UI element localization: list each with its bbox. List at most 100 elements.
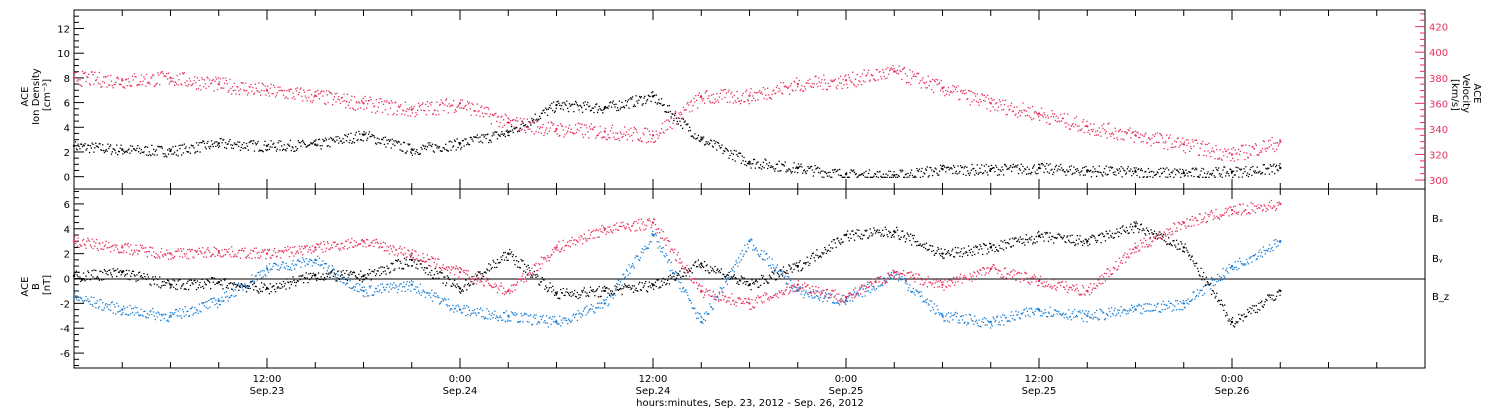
- ion-density-point: [174, 151, 176, 153]
- ion-density-point: [394, 144, 396, 147]
- velocity-point: [271, 93, 273, 95]
- ion-density-point: [913, 176, 915, 178]
- by-point: [767, 265, 770, 267]
- ion-density-point: [732, 158, 734, 161]
- bx-point: [516, 260, 518, 262]
- by-point: [544, 320, 546, 322]
- velocity-point: [103, 76, 105, 78]
- by-point: [476, 308, 478, 310]
- ion-density-point: [88, 151, 91, 154]
- bx-point: [91, 270, 93, 272]
- ion-density-point: [488, 139, 491, 141]
- bx-point: [303, 276, 306, 279]
- ion-density-point: [286, 147, 288, 150]
- ion-density-point: [540, 112, 542, 114]
- bx-point: [269, 283, 271, 285]
- bx-point: [354, 275, 356, 277]
- ion-density-point: [792, 167, 794, 169]
- ion-density-point: [826, 175, 828, 177]
- velocity-point: [287, 98, 289, 100]
- velocity-point: [1138, 137, 1140, 139]
- by-point: [361, 286, 363, 288]
- bx-point: [262, 286, 264, 288]
- ion-density-point: [951, 168, 953, 170]
- velocity-point: [614, 138, 616, 141]
- ion-density-point: [233, 142, 235, 144]
- by-point: [739, 253, 742, 255]
- by-point: [724, 278, 726, 280]
- by-point: [159, 313, 161, 316]
- velocity-point: [820, 82, 822, 84]
- velocity-point: [669, 126, 671, 128]
- bx-point: [525, 265, 528, 268]
- ion-density-point: [782, 164, 784, 166]
- ion-density-point: [797, 163, 800, 165]
- velocity-point: [121, 77, 123, 80]
- bx-point: [368, 268, 371, 271]
- by-point: [1076, 316, 1078, 318]
- by-point: [789, 279, 792, 282]
- ion-density-point: [353, 142, 356, 144]
- velocity-point: [1210, 156, 1212, 158]
- velocity-point: [448, 103, 450, 105]
- bx-point: [447, 277, 449, 279]
- by-point: [469, 315, 471, 317]
- ion-density-point: [1251, 174, 1253, 176]
- by-anchor: [1037, 308, 1041, 311]
- by-point: [1000, 316, 1002, 318]
- ion-density-point: [791, 171, 793, 173]
- ion-density-point: [159, 146, 161, 148]
- by-point: [1247, 263, 1250, 265]
- bx-point: [195, 288, 198, 291]
- by-point: [550, 323, 552, 326]
- by-point: [791, 288, 793, 290]
- ion-density-point: [292, 147, 294, 149]
- ion-density-point: [971, 163, 973, 166]
- by-point: [735, 260, 737, 262]
- velocity-point: [658, 135, 660, 137]
- velocity-point: [85, 80, 87, 83]
- velocity-point: [965, 92, 967, 94]
- by-point: [491, 312, 493, 314]
- velocity-point: [731, 91, 733, 93]
- ion-density-point: [903, 176, 906, 178]
- by-point: [251, 274, 253, 276]
- ion-density-point: [596, 111, 599, 113]
- by-point: [473, 312, 475, 314]
- by-point: [349, 280, 351, 282]
- by-point: [137, 311, 139, 313]
- velocity-point: [1212, 150, 1214, 152]
- by-point: [292, 260, 294, 262]
- by-point: [673, 272, 675, 274]
- ion-density-point: [206, 142, 208, 144]
- bx-point: [547, 289, 549, 291]
- by-point: [585, 314, 587, 316]
- velocity-point: [770, 98, 772, 100]
- by-point: [665, 252, 667, 255]
- ion-density-point: [922, 175, 924, 178]
- ion-density-point: [1256, 166, 1258, 168]
- velocity-point: [231, 93, 233, 95]
- by-point: [833, 302, 835, 304]
- velocity-point: [1206, 143, 1208, 146]
- ion-density-point: [820, 170, 822, 172]
- velocity-point: [1123, 139, 1125, 141]
- ion-density-anchor: [1230, 170, 1234, 173]
- by-point: [1182, 309, 1184, 311]
- velocity-point: [467, 103, 470, 105]
- ion-density-point: [1250, 166, 1252, 169]
- ion-density-point: [312, 142, 314, 144]
- by-point: [646, 247, 648, 249]
- velocity-point: [902, 68, 904, 71]
- ion-density-point: [74, 151, 76, 153]
- ion-density-point: [782, 164, 785, 166]
- ion-density-point: [1269, 164, 1271, 166]
- by-point: [605, 299, 607, 301]
- ion-density-point: [395, 140, 397, 142]
- velocity-point: [783, 86, 785, 88]
- by-point: [648, 243, 650, 245]
- velocity-point: [217, 77, 220, 79]
- ion-density-point: [313, 140, 315, 142]
- by-point: [114, 306, 116, 308]
- ion-density-point: [276, 148, 278, 150]
